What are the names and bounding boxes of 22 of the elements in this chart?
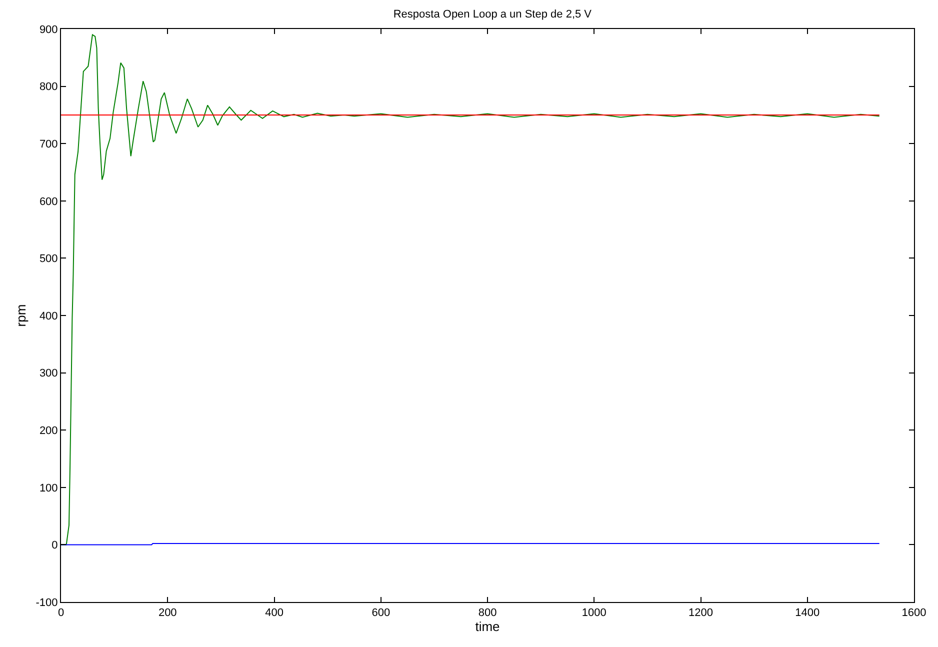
y-tick-label: 0 bbox=[52, 540, 58, 552]
y-tick-label: 900 bbox=[39, 24, 58, 36]
y-tick-label: 600 bbox=[39, 196, 58, 208]
x-tick-label: 800 bbox=[478, 607, 497, 620]
x-tick-label: 1200 bbox=[688, 607, 713, 620]
y-tick-label: 400 bbox=[39, 310, 58, 322]
y-tick-label: -100 bbox=[36, 596, 58, 609]
y-tick-label: 200 bbox=[39, 424, 58, 437]
y-tick-label: 100 bbox=[39, 482, 58, 494]
x-tick-label: 1000 bbox=[582, 607, 606, 620]
x-tick-label: 600 bbox=[372, 607, 390, 620]
x-tick-label: 400 bbox=[265, 607, 284, 620]
y-tick-label: 700 bbox=[39, 138, 58, 150]
y-tick-label: 800 bbox=[39, 81, 58, 94]
chart-title: Resposta Open Loop a un Step de 2,5 V bbox=[393, 8, 592, 20]
x-tick-label: 200 bbox=[158, 607, 177, 620]
x-axis-title: time bbox=[475, 619, 500, 634]
x-tick-label: 1600 bbox=[902, 607, 926, 620]
y-tick-label: 500 bbox=[39, 253, 58, 266]
y-axis-title: rpm bbox=[14, 304, 29, 327]
y-tick-label: 300 bbox=[39, 368, 58, 380]
x-tick-label: 1400 bbox=[795, 607, 820, 620]
